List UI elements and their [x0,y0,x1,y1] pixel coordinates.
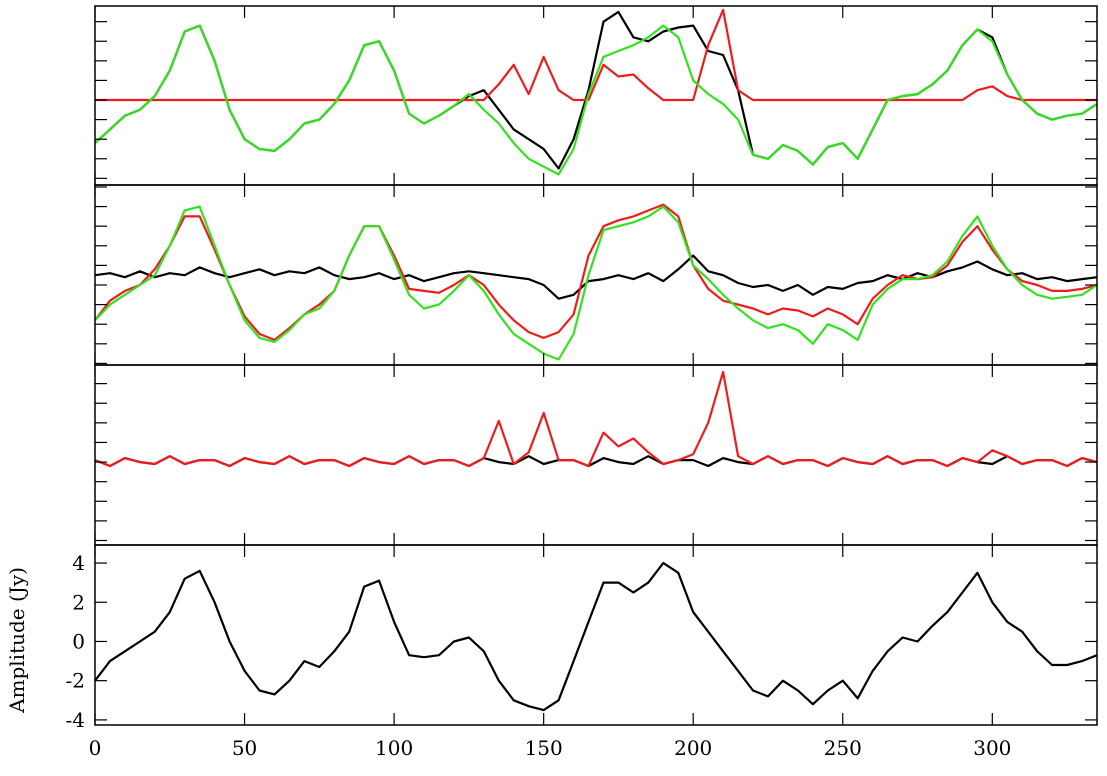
y-tick-label: 4 [72,551,85,575]
y-tick-label: -2 [66,669,85,693]
panel-frame [94,184,1098,366]
x-tick-label: 200 [674,736,712,760]
y-axis-label: Amplitude (Jy) [5,567,29,714]
x-tick-label: 150 [525,736,563,760]
series-line [95,8,1097,102]
y-tick-label: 2 [72,590,85,614]
series-line [94,10,1098,170]
y-tick-label: -4 [66,708,85,732]
series-line [94,561,1098,712]
x-tick-label: 0 [89,736,102,760]
series-line [94,370,1098,468]
x-tick-label: 250 [824,736,862,760]
y-tick-label: 0 [72,629,85,653]
x-tick-label: 50 [232,736,257,760]
series-line [94,24,1098,176]
panel-frame [94,544,1098,726]
series-line [94,203,1098,341]
panel-frame [94,5,1098,186]
panel-frame [94,364,1098,546]
series-line [94,205,1098,361]
x-tick-label: 100 [375,736,413,760]
x-tick-label: 300 [973,736,1011,760]
